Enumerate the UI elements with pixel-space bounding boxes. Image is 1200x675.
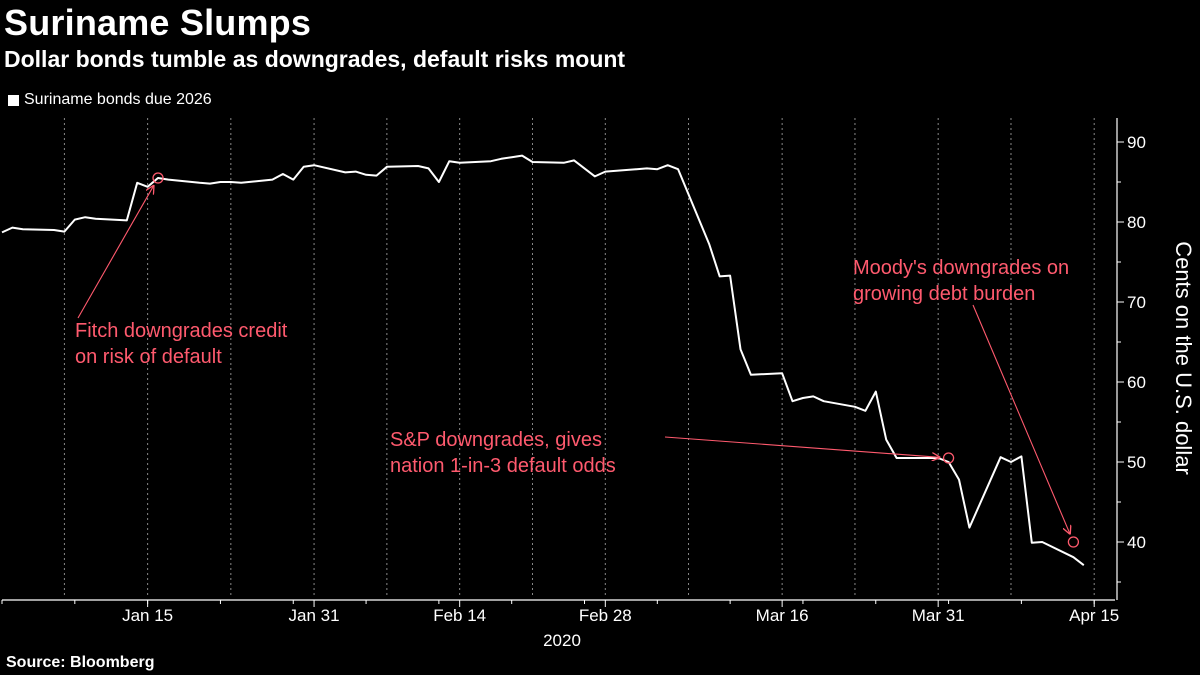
x-tick-label: Jan 31 [289,606,340,625]
annotation-text-0: on risk of default [75,346,222,368]
y-tick-label: 80 [1127,213,1146,232]
y-axis-title: Cents on the U.S. dollar [1171,241,1196,475]
legend: Suriname bonds due 2026 [8,91,212,109]
annotation-marker-1 [942,452,955,464]
chart-subtitle: Dollar bonds tumble as downgrades, defau… [4,46,626,72]
y-tick-label: 50 [1127,453,1146,472]
legend-label: Suriname bonds due 2026 [24,91,212,108]
chart-title: Suriname Slumps [4,2,312,43]
x-tick-label: Jan 15 [122,606,173,625]
annotation-arrow-0 [77,186,154,319]
annotation-text-0: Fitch downgrades credit [75,320,288,342]
series-line-0 [1,154,1085,566]
legend-swatch [8,94,19,106]
annotation-arrow-2 [972,304,1070,534]
y-tick-label: 70 [1127,293,1146,312]
x-tick-label: Mar 16 [756,606,809,625]
annotation-marker-2 [1067,536,1080,548]
x-tick-label: Apr 15 [1069,606,1119,625]
annotation-arrow-1 [664,436,940,457]
y-tick-label: 40 [1127,533,1146,552]
x-year-label: 2020 [543,631,581,650]
source-note: Source: Bloomberg [6,654,155,671]
annotation-text-2: Moody's downgrades on [853,257,1069,279]
annotation-text-2: growing debt burden [853,283,1035,305]
annotation-marker-0 [152,172,164,184]
x-tick-label: Feb 14 [433,606,486,625]
y-tick-label: 90 [1127,133,1146,152]
x-tick-label: Mar 31 [912,606,965,625]
annotation-text-1: S&P downgrades, gives [390,429,602,451]
annotation-text-1: nation 1-in-3 default odds [390,455,616,477]
x-tick-label: Feb 28 [579,606,632,625]
y-tick-label: 60 [1127,373,1146,392]
